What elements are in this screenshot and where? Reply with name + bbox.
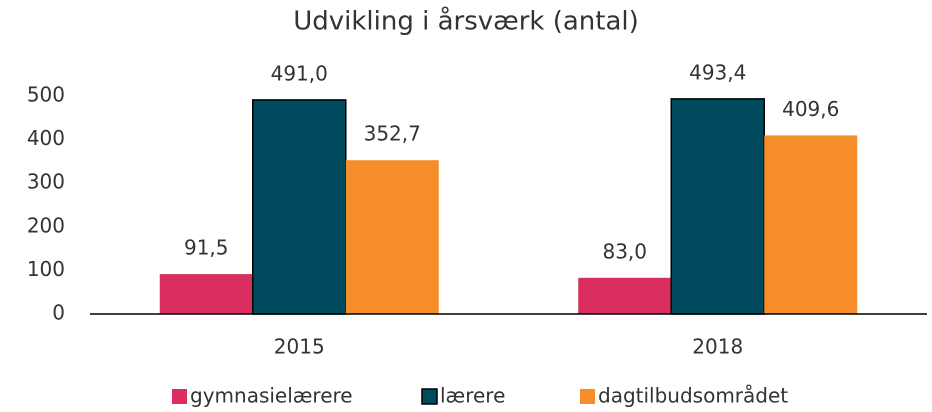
value-label: 91,5	[184, 236, 229, 260]
legend-swatch	[580, 389, 595, 404]
value-label: 409,6	[782, 97, 839, 121]
value-label: 352,7	[364, 122, 421, 146]
y-tick-label: 100	[27, 257, 65, 281]
bar	[345, 160, 439, 314]
chart-title: Udvikling i årsværk (antal)	[293, 6, 639, 37]
legend-label: dagtilbudsområdet	[598, 384, 788, 408]
legend-label: gymnasielærere	[190, 384, 353, 408]
bar	[578, 277, 672, 314]
bar	[670, 98, 765, 315]
bar	[252, 99, 347, 315]
legend-swatch	[172, 389, 187, 404]
legend-swatch	[421, 388, 438, 405]
legend-label: lærere	[440, 384, 505, 408]
x-tick-label: 2018	[692, 335, 743, 359]
y-tick-label: 300	[27, 170, 65, 194]
bar	[159, 274, 253, 314]
y-tick-label: 500	[27, 83, 65, 107]
value-label: 491,0	[271, 61, 328, 85]
y-tick-label: 400	[27, 126, 65, 150]
value-label: 83,0	[602, 239, 647, 263]
y-tick-label: 200	[27, 213, 65, 237]
value-label: 493,4	[689, 60, 746, 84]
y-tick-label: 0	[52, 301, 65, 325]
bar	[764, 135, 858, 314]
x-tick-label: 2015	[274, 335, 325, 359]
